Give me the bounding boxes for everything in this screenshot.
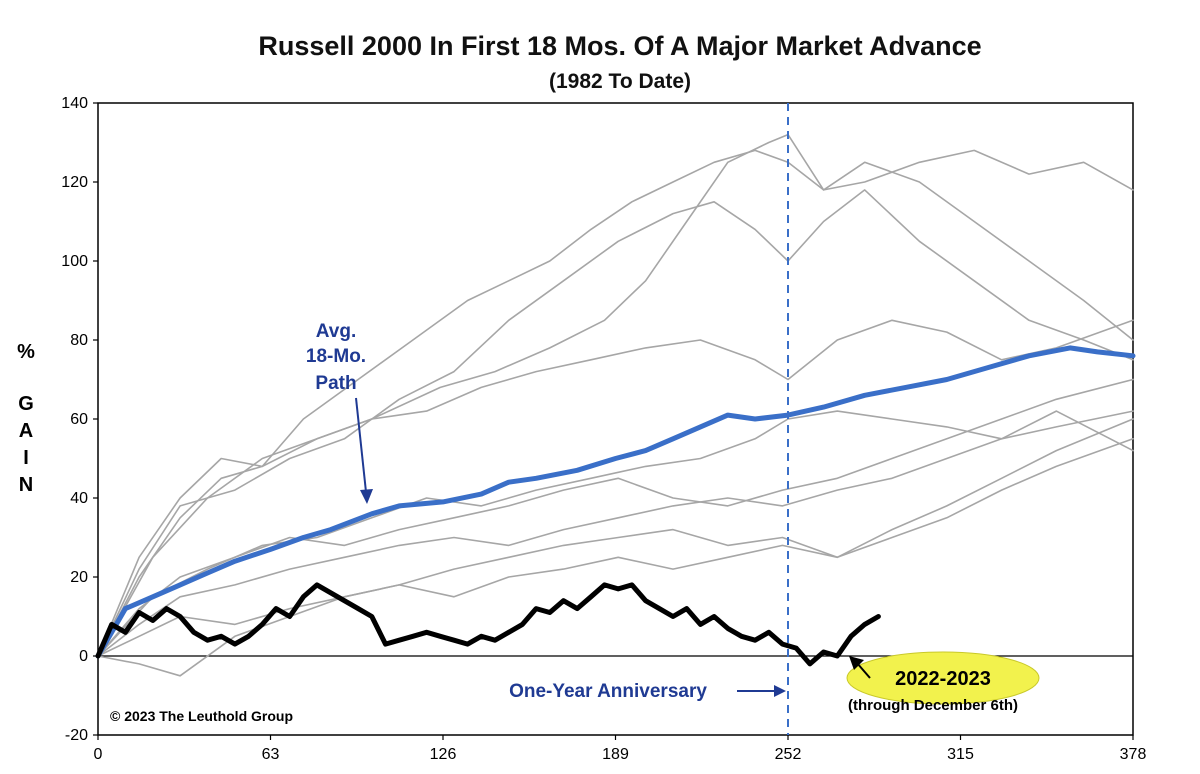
avg-label-arrow: [355, 397, 367, 493]
current-period-label: 2022-2023: [895, 668, 991, 690]
y-axis-label-char: I: [23, 447, 29, 469]
y-tick-label: -20: [65, 727, 88, 744]
avg-path-label-line: Avg.: [316, 321, 356, 342]
current-period-highlight: [846, 651, 1040, 705]
historical-series-line: [97, 133, 1134, 657]
anniversary-arrow-head: [774, 685, 786, 697]
avg-path-label-line: Path: [315, 373, 356, 394]
historical-series-line: [97, 319, 1134, 657]
y-axis-label-char: N: [19, 474, 33, 496]
x-tick-label: 315: [947, 746, 974, 763]
historical-series-line: [97, 418, 1134, 677]
chart-title: Russell 2000 In First 18 Mos. Of A Major…: [258, 31, 981, 61]
historical-series-line: [97, 437, 1134, 657]
current-advance-line: [95, 582, 881, 667]
historical-series-line: [97, 378, 1134, 657]
y-tick-label: 60: [70, 411, 88, 428]
y-axis-label-char: %: [17, 341, 35, 363]
current-period-note: (through December 6th): [848, 697, 1018, 714]
current-period-arrow: [856, 662, 871, 679]
copyright-notice: © 2023 The Leuthold Group: [110, 708, 293, 724]
plot-frame: [97, 102, 1134, 736]
x-tick-label: 378: [1120, 746, 1147, 763]
x-tick-label: 0: [94, 746, 103, 763]
y-axis-label-char: G: [18, 393, 34, 415]
x-tick-label: 189: [602, 746, 629, 763]
historical-series-line: [97, 410, 1134, 657]
x-tick-label: 63: [262, 746, 280, 763]
y-tick-label: 40: [70, 490, 88, 507]
anniversary-label: One-Year Anniversary: [509, 681, 707, 702]
y-axis-label-char: A: [19, 420, 33, 442]
average-path-line: [95, 345, 1136, 659]
avg-path-label-line: 18-Mo.: [306, 346, 366, 367]
y-tick-label: 120: [61, 174, 88, 191]
y-tick-label: 100: [61, 253, 88, 270]
y-tick-label: 140: [61, 95, 88, 112]
plot-area: -20 0 20 40 60 80 100 120 140 0 63 126 189 252 315 378: [61, 95, 1146, 763]
historical-series-line: [97, 189, 1134, 657]
x-tick-label: 252: [775, 746, 802, 763]
historical-series-line: [97, 149, 1134, 657]
chart-subtitle: (1982 To Date): [549, 70, 691, 93]
y-tick-label: 20: [70, 569, 88, 586]
y-tick-label: 80: [70, 332, 88, 349]
current-period-arrow-head: [849, 656, 864, 670]
y-tick-label: 0: [79, 648, 88, 665]
avg-label-arrow-head: [360, 489, 373, 504]
x-tick-label: 126: [430, 746, 457, 763]
